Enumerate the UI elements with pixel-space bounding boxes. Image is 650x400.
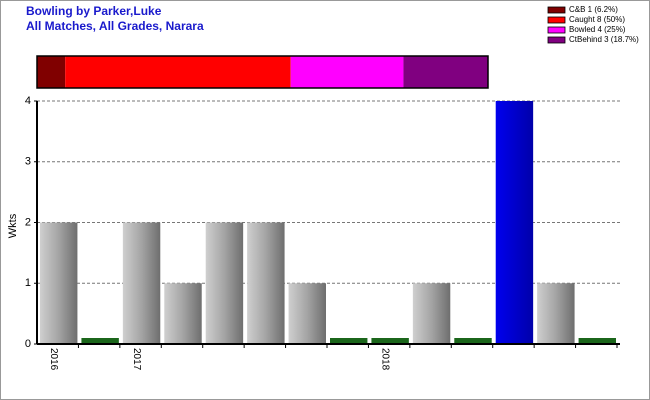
x-tick-label: 2018 [380,348,391,371]
legend-swatch [547,16,566,24]
legend-label: Bowled 4 (25%) [569,25,626,34]
bar [495,101,534,344]
bar [578,338,616,344]
bar [205,222,244,344]
legend-label: CtBehind 3 (18.7%) [569,35,639,44]
chart-title: Bowling by Parker,Luke [26,4,162,18]
bar [454,338,492,344]
stack-border [36,55,489,89]
x-tick-label: 2016 [48,348,59,371]
stack-segment [65,56,291,88]
bar [164,283,202,344]
y-tick-label: 2 [25,216,31,228]
legend-label: C&B 1 (6.2%) [569,5,618,14]
x-tick-label: 2017 [131,348,142,371]
y-axis-label: Wkts [7,213,19,238]
bar [330,338,368,344]
stack-segment [290,56,404,88]
bar [537,283,575,344]
bar [122,222,161,344]
legend-swatch [547,26,566,34]
bar [288,283,326,344]
y-tick-label: 0 [25,338,31,350]
y-tick-label: 4 [25,95,31,107]
chart-subtitle: All Matches, All Grades, Narara [26,19,204,33]
bar [371,338,409,344]
stack-segment [37,56,66,88]
bar [247,222,285,344]
legend-swatch [547,6,566,14]
legend-swatch [547,36,566,44]
legend-label: Caught 8 (50%) [569,15,625,24]
bar [40,222,78,344]
stack-segment [403,56,488,88]
y-tick-label: 1 [25,277,31,289]
y-tick-label: 3 [25,156,31,168]
bar [81,338,119,344]
bar [412,283,451,344]
